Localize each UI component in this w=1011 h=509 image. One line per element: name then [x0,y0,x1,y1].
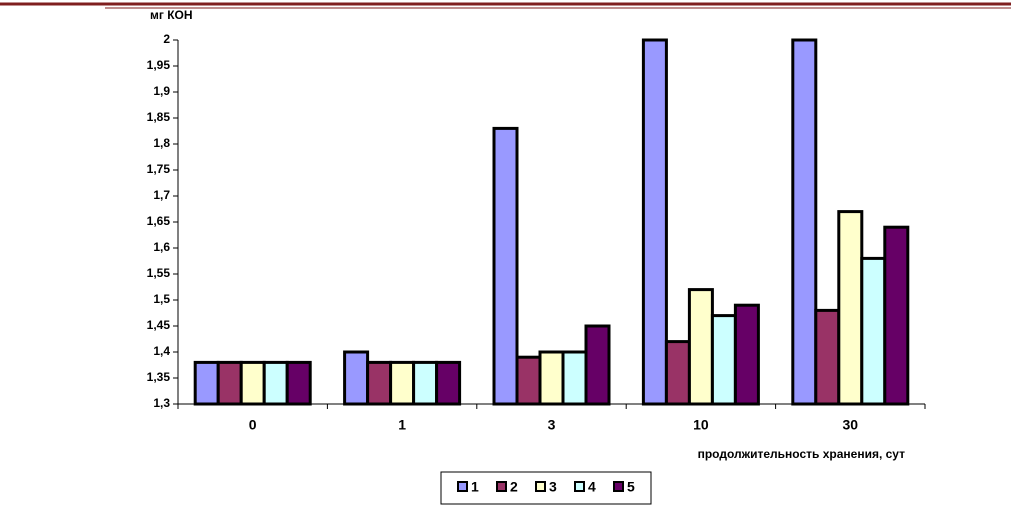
legend-swatch [535,481,546,492]
x-tick-label: 3 [548,417,556,433]
y-tick-label: 1,9 [153,84,170,98]
y-axis-label: мг КОН [150,8,193,22]
bar [538,350,565,406]
y-tick-label: 1,7 [153,188,170,202]
bar [733,303,760,406]
y-tick-label: 1,6 [153,240,170,254]
legend-label: 2 [510,479,518,495]
y-tick-label: 1,55 [147,266,171,280]
y-tick-label: 1,85 [147,110,171,124]
bar [366,360,393,406]
bar [435,360,462,406]
bar [193,360,220,406]
x-tick-label: 1 [398,417,406,433]
bar [584,324,611,406]
bar [262,360,289,406]
bar [492,126,519,406]
legend-swatch [613,481,624,492]
x-tick-label: 10 [693,417,709,433]
y-tick-label: 1,3 [153,396,170,410]
bar [883,225,910,406]
legend-swatch [496,481,507,492]
bar [641,38,668,406]
bar [343,350,370,406]
legend-label: 1 [471,479,479,495]
legend-swatch [574,481,585,492]
bar [239,360,266,406]
bar [515,355,542,406]
y-tick-label: 1,45 [147,318,171,332]
y-tick-label: 1,35 [147,370,171,384]
x-tick-label: 30 [843,417,859,433]
bar [389,360,416,406]
legend-label: 3 [549,479,557,495]
bar [710,314,737,406]
bar [837,210,864,406]
bar [791,38,818,406]
x-tick-label: 0 [249,417,257,433]
y-tick-label: 2 [163,32,170,46]
x-axis-label: продолжительность хранения, сут [698,447,906,461]
y-tick-label: 1,5 [153,292,170,306]
bar [860,256,887,406]
bar [285,360,312,406]
y-tick-label: 1,8 [153,136,170,150]
bar [687,288,714,406]
bar [216,360,243,406]
bar [814,308,841,406]
bar [561,350,588,406]
y-tick-label: 1,65 [147,214,171,228]
legend-label: 5 [627,479,635,495]
bar [664,340,691,406]
legend-swatch [457,481,468,492]
y-tick-label: 1,75 [147,162,171,176]
y-tick-label: 1,95 [147,58,171,72]
legend-label: 4 [588,479,596,495]
bar [412,360,439,406]
y-tick-label: 1,4 [153,344,170,358]
